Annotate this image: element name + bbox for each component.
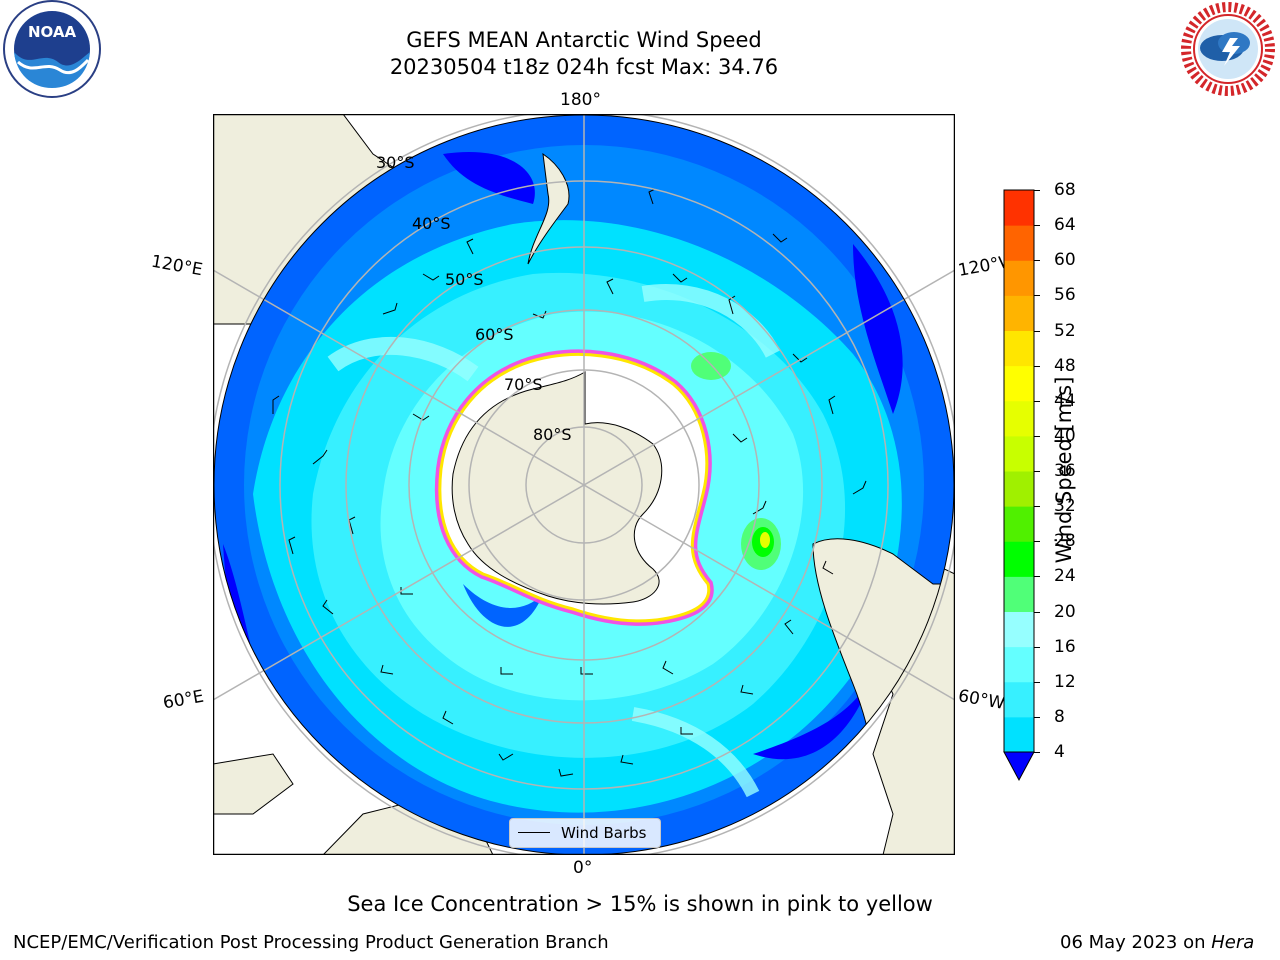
map-legend: Wind Barbs [509, 818, 661, 848]
nws-logo [1176, 0, 1280, 102]
colorbar-tick-label: 44 [1054, 390, 1076, 411]
colorbar-extend-arrow [1003, 751, 1035, 782]
chart-title-line1: GEFS MEAN Antarctic Wind Speed [406, 28, 762, 52]
colorbar-tick-label: 56 [1054, 285, 1076, 306]
colorbar-segment [1004, 541, 1034, 577]
colorbar-segment [1004, 365, 1034, 402]
lat-label-40s: 40°S [412, 214, 451, 233]
colorbar-tick-mark [1034, 576, 1040, 578]
colorbar-tick-mark [1034, 506, 1040, 508]
colorbar-segment [1004, 190, 1034, 226]
colorbar-tick-label: 28 [1054, 531, 1076, 552]
colorbar-segment [1004, 716, 1034, 753]
lon-label-60w: 60°W [956, 686, 1007, 714]
colorbar-tick-mark [1034, 471, 1040, 472]
lat-label-80s: 80°S [533, 425, 572, 444]
colorbar-tick-mark [1034, 330, 1040, 332]
lat-label-30s: 30°S [376, 153, 415, 172]
colorbar-tick-label: 12 [1054, 671, 1076, 692]
lon-label-0: 0° [573, 858, 593, 878]
colorbar-tick-mark [1034, 400, 1040, 402]
colorbar-tick-label: 20 [1054, 601, 1076, 622]
colorbar-tick-label: 48 [1054, 355, 1076, 376]
graticule [213, 114, 955, 855]
colorbar-tick-mark [1034, 365, 1040, 367]
sea-ice-note: Sea Ice Concentration > 15% is shown in … [347, 892, 933, 916]
colorbar-tick-mark [1034, 260, 1040, 262]
colorbar-tick-label: 16 [1054, 636, 1076, 657]
footer-date: 06 May 2023 on Hera [1060, 932, 1254, 954]
lat-label-50s: 50°S [445, 270, 484, 289]
colorbar-segment [1004, 646, 1034, 683]
colorbar-tick-label: 24 [1054, 566, 1076, 587]
lon-label-60e: 60°E [161, 686, 206, 714]
colorbar-segment [1004, 611, 1034, 648]
colorbar-tick-mark [1034, 225, 1040, 227]
noaa-logo: NOAA [0, 0, 106, 102]
noaa-logo-text: NOAA [28, 23, 77, 41]
footer-date-text: 06 May 2023 on [1060, 932, 1212, 953]
colorbar-tick-label: 4 [1054, 742, 1065, 762]
colorbar-segment [1004, 400, 1034, 437]
colorbar [1000, 186, 1040, 786]
wind-barb-legend-line [518, 832, 550, 833]
lat-label-70s: 70°S [504, 375, 543, 394]
colorbar-tick-mark [1034, 611, 1040, 613]
colorbar-tick-mark [1034, 646, 1040, 648]
colorbar-tick-label: 32 [1054, 496, 1076, 517]
colorbar-tick-mark [1034, 681, 1040, 683]
colorbar-tick-label: 68 [1054, 180, 1076, 200]
colorbar-label: Wind Speed [m/s] [1052, 376, 1076, 564]
polar-map [213, 114, 955, 855]
lon-label-180: 180° [560, 90, 601, 110]
colorbar-tick-label: 60 [1054, 250, 1076, 271]
colorbar-segment [1004, 471, 1034, 507]
colorbar-tick-mark [1034, 541, 1040, 543]
colorbar-segment [1004, 330, 1034, 367]
colorbar-tick-label: 64 [1054, 215, 1076, 236]
colorbar-tick-label: 36 [1054, 461, 1076, 481]
colorbar-segment [1004, 435, 1034, 472]
footer-host: Hera [1211, 932, 1255, 953]
colorbar-tick-label: 40 [1054, 425, 1076, 446]
colorbar-segment [1004, 506, 1034, 542]
legend-label: Wind Barbs [561, 824, 647, 842]
colorbar-tick-mark [1034, 190, 1040, 191]
colorbar-segment [1004, 225, 1034, 261]
chart-title-line2: 20230504 t18z 024h fcst Max: 34.76 [389, 55, 779, 79]
colorbar-tick-mark [1034, 716, 1040, 718]
colorbar-tick-mark [1034, 295, 1040, 297]
lat-label-60s: 60°S [475, 325, 514, 344]
colorbar-segment [1004, 576, 1034, 612]
colorbar-segment [1004, 295, 1034, 331]
colorbar-segment [1004, 681, 1034, 718]
colorbar-tick-label: 8 [1054, 706, 1065, 727]
colorbar-tick-mark [1034, 435, 1040, 437]
lon-label-120e: 120°E [149, 251, 205, 281]
colorbar-tick-mark [1034, 752, 1040, 753]
colorbar-segment [1004, 260, 1034, 296]
colorbar-tick-label: 52 [1054, 320, 1076, 341]
footer-branch: NCEP/EMC/Verification Post Processing Pr… [13, 932, 609, 953]
